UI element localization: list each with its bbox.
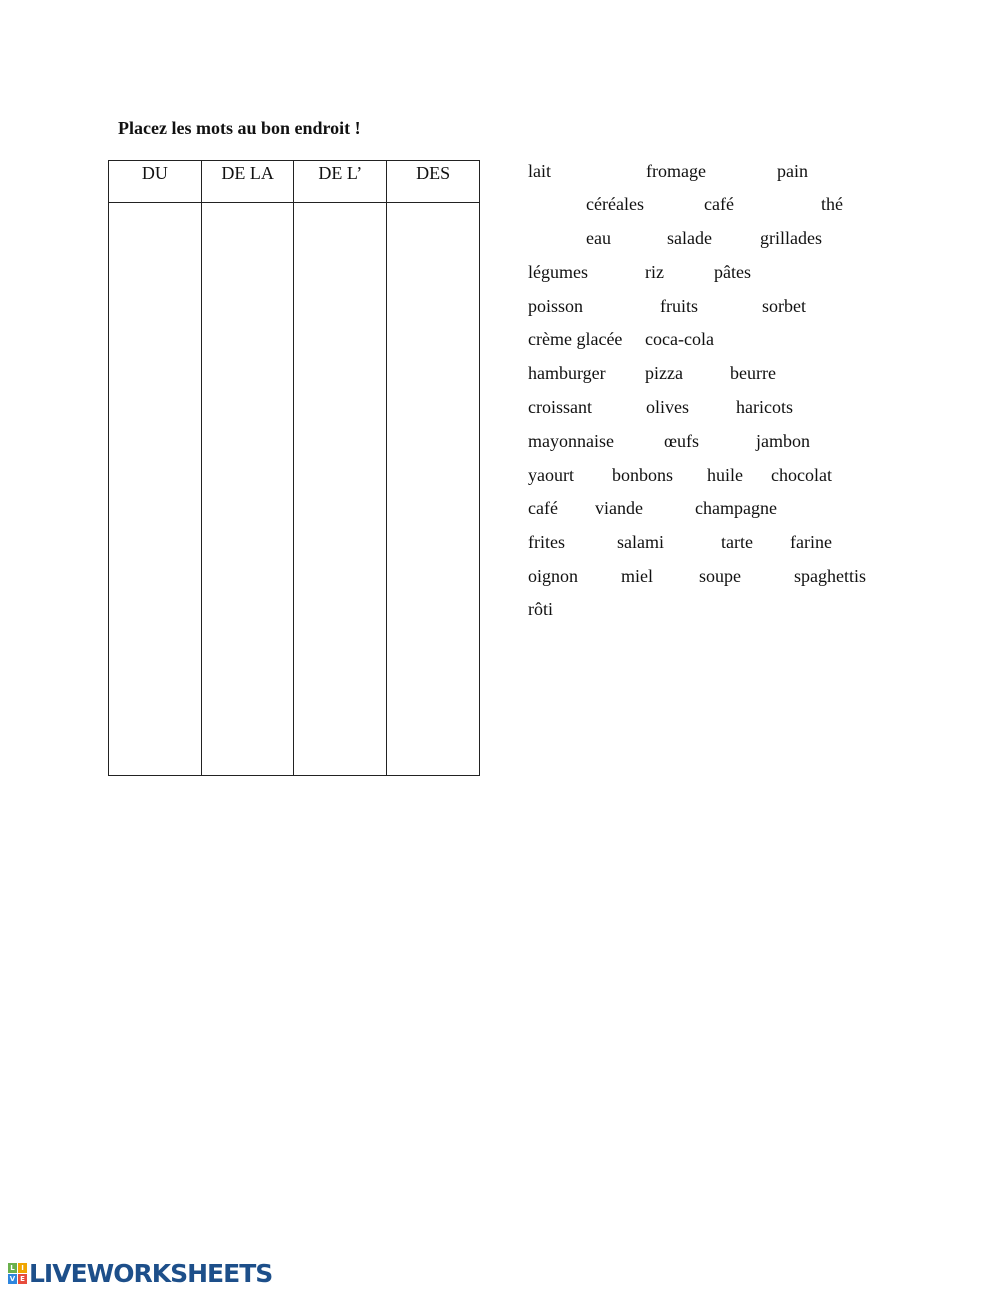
draggable-word[interactable]: chocolat (771, 465, 832, 485)
draggable-word[interactable]: légumes (528, 262, 588, 282)
draggable-word[interactable]: crème glacée (528, 329, 623, 349)
draggable-word[interactable]: fromage (646, 161, 706, 181)
draggable-word[interactable]: fruits (660, 296, 698, 316)
column-header-de-l: DE L’ (293, 160, 388, 203)
drop-zone-du[interactable] (108, 202, 202, 776)
drop-zone-de-l[interactable] (293, 202, 388, 776)
column-header-des: DES (386, 160, 480, 203)
draggable-word[interactable]: salade (667, 228, 712, 248)
draggable-word[interactable]: thé (821, 194, 843, 214)
draggable-word[interactable]: grillades (760, 228, 822, 248)
draggable-word[interactable]: coca-cola (645, 329, 714, 349)
draggable-word[interactable]: pain (777, 161, 808, 181)
draggable-word[interactable]: yaourt (528, 465, 574, 485)
draggable-word[interactable]: mayonnaise (528, 431, 614, 451)
draggable-word[interactable]: café (528, 498, 558, 518)
draggable-word[interactable]: café (704, 194, 734, 214)
draggable-word[interactable]: croissant (528, 397, 592, 417)
draggable-word[interactable]: bonbons (612, 465, 674, 485)
draggable-word[interactable]: riz (645, 262, 664, 282)
draggable-word[interactable]: rôti (528, 599, 553, 619)
draggable-word[interactable]: salami (617, 532, 664, 552)
draggable-word[interactable]: pâtes (714, 262, 751, 282)
drop-zone-des[interactable] (386, 202, 480, 776)
draggable-word[interactable]: spaghettis (794, 566, 866, 586)
draggable-word[interactable]: lait (528, 161, 551, 181)
draggable-word[interactable]: jambon (756, 431, 810, 451)
draggable-word[interactable]: miel (621, 566, 653, 586)
draggable-word[interactable]: soupe (699, 566, 741, 586)
draggable-word[interactable]: viande (595, 498, 643, 518)
draggable-word[interactable]: eau (586, 228, 611, 248)
column-header-de-la: DE LA (200, 160, 295, 203)
draggable-word[interactable]: olives (646, 397, 689, 417)
drop-zone-de-la[interactable] (200, 202, 295, 776)
draggable-word[interactable]: farine (790, 532, 832, 552)
draggable-word[interactable]: haricots (736, 397, 793, 417)
draggable-word[interactable]: champagne (695, 498, 777, 518)
draggable-word[interactable]: poisson (528, 296, 584, 316)
column-header-du: DU (108, 160, 202, 203)
draggable-word[interactable]: sorbet (762, 296, 806, 316)
draggable-word[interactable]: beurre (730, 363, 776, 383)
draggable-word[interactable]: oignon (528, 566, 579, 586)
logo-text: LIVEWORKSHEETS (29, 1259, 273, 1288)
page-title: Placez les mots au bon endroit ! (118, 118, 361, 138)
draggable-word[interactable]: tarte (721, 532, 753, 552)
draggable-word[interactable]: huile (707, 465, 743, 485)
draggable-word[interactable]: hamburger (528, 363, 606, 383)
draggable-word[interactable]: œufs (664, 431, 699, 451)
draggable-word[interactable]: céréales (586, 194, 644, 214)
sorting-table: DU DE LA DE L’ DES (108, 160, 480, 776)
draggable-word[interactable]: pizza (645, 363, 683, 383)
draggable-word[interactable]: frites (528, 532, 565, 552)
